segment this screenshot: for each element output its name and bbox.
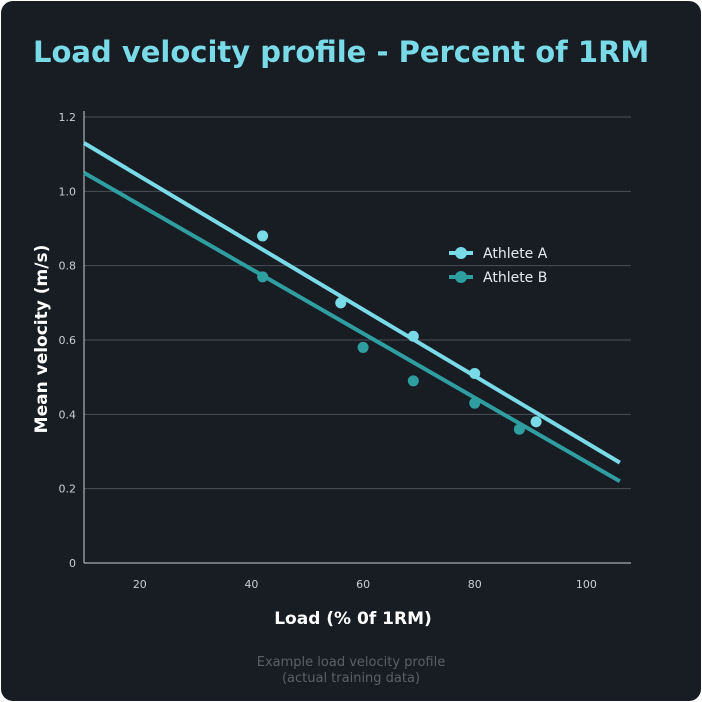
legend-label-athlete-a: Athlete A — [483, 246, 548, 262]
data-point-athlete-a — [469, 367, 481, 379]
trendline-athlete-a — [82, 141, 621, 465]
legend-label-athlete-b: Athlete B — [483, 270, 547, 286]
x-tick-label: 100 — [576, 578, 597, 591]
data-point-athlete-b — [469, 397, 481, 409]
data-point-athlete-b — [513, 423, 525, 435]
x-tick-label: 60 — [356, 578, 370, 591]
caption-line-1: Example load velocity profile — [256, 655, 446, 670]
y-tick-label: 0.4 — [59, 408, 77, 421]
x-tick-labels: 20 40 60 80 100 — [133, 578, 597, 591]
y-tick-label: 0.8 — [59, 260, 77, 273]
legend-swatch-dot-athlete-b — [455, 271, 467, 283]
x-tick-label: 40 — [244, 578, 258, 591]
data-point-athlete-a — [335, 297, 347, 309]
data-point-athlete-b — [357, 341, 369, 353]
grid-lines — [84, 116, 631, 490]
y-tick-label: 0.6 — [59, 334, 77, 347]
axes — [83, 111, 631, 564]
caption: Example load velocity profile (actual tr… — [1, 655, 701, 687]
data-points — [257, 230, 542, 435]
trendlines — [82, 141, 621, 483]
x-tick-label: 20 — [133, 578, 147, 591]
y-tick-label: 1.0 — [59, 185, 77, 198]
data-point-athlete-a — [407, 330, 419, 342]
data-point-athlete-b — [407, 375, 419, 387]
caption-line-2: (actual training data) — [281, 671, 421, 686]
y-tick-label: 0 — [69, 557, 76, 570]
x-axis-title: Load (% 0f 1RM) — [274, 609, 432, 629]
data-point-athlete-b — [257, 271, 269, 283]
y-axis-title: Mean velocity (m/s) — [32, 245, 52, 434]
y-tick-label: 1.2 — [59, 111, 77, 124]
y-tick-labels: 0 0.2 0.4 0.6 0.8 1.0 1.2 — [59, 111, 77, 570]
x-tick-label: 80 — [468, 578, 482, 591]
trendline-athlete-b — [83, 171, 621, 483]
data-point-athlete-a — [530, 416, 542, 428]
legend: Athlete A Athlete B — [449, 246, 548, 286]
data-point-athlete-a — [257, 230, 269, 242]
legend-swatch-dot-athlete-a — [455, 247, 467, 259]
chart-title: Load velocity profile - Percent of 1RM — [33, 35, 650, 69]
y-tick-label: 0.2 — [59, 483, 77, 496]
